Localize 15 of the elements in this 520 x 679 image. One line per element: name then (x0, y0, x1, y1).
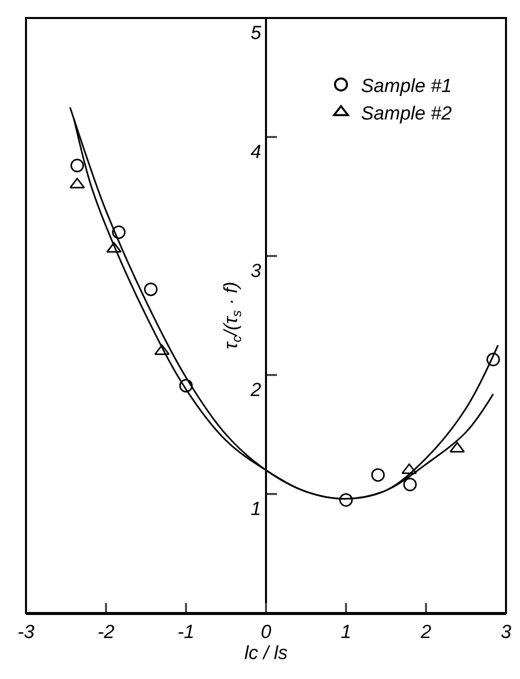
y-tick-label: 5 (250, 22, 262, 44)
y-tick-label: 4 (250, 142, 262, 163)
x-axis-title: lc / ls (244, 643, 288, 664)
x-tick-label: 3 (500, 622, 512, 643)
x-tick-label: -3 (18, 622, 35, 643)
x-tick-label: 0 (260, 622, 272, 643)
x-tick-label: -1 (178, 622, 194, 643)
legend-label: Sample #1 (361, 76, 452, 97)
x-tick-label: -2 (98, 622, 115, 643)
y-tick-label: 2 (250, 380, 262, 401)
y-tick-label: 1 (250, 498, 262, 520)
x-tick-label: 2 (420, 622, 432, 643)
y-tick-label: 3 (250, 260, 262, 282)
legend-label: Sample #2 (361, 104, 452, 125)
x-tick-label: 1 (340, 622, 352, 643)
